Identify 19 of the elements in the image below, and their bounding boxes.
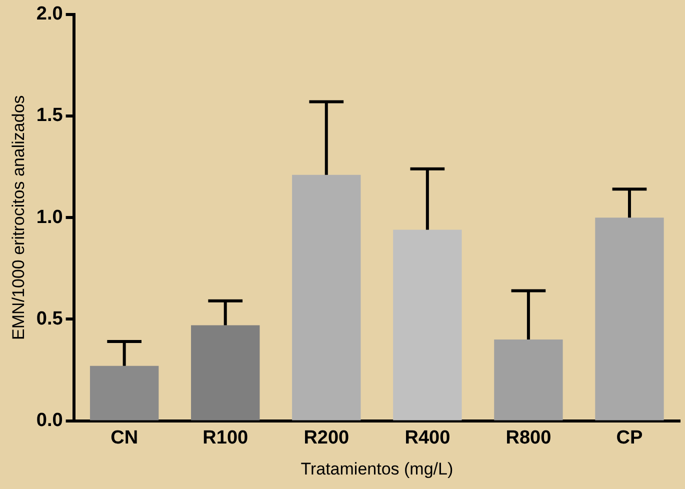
x-tick-label: R200	[304, 427, 350, 448]
bar	[90, 366, 159, 420]
x-tick-label: R800	[506, 427, 552, 448]
bar	[595, 218, 664, 420]
y-tick-label: 1.5	[36, 105, 64, 126]
bar	[393, 230, 462, 420]
y-tick-label: 1.0	[36, 206, 63, 228]
x-tick-label: CN	[110, 427, 138, 448]
x-axis-title: Tratamientos (mg/L)	[300, 459, 454, 478]
y-tick-label: 0.0	[36, 410, 63, 432]
y-tick-label: 0.5	[36, 308, 64, 330]
x-tick-label: R400	[404, 427, 450, 448]
x-tick-label: R100	[202, 427, 248, 448]
bar	[494, 340, 563, 420]
x-tick-label: CP	[616, 427, 643, 448]
bar	[292, 174, 361, 420]
y-axis-title: EMN/1000 eritrocitos analizados	[8, 95, 28, 340]
bar	[191, 325, 260, 420]
y-tick-label: 2.0	[36, 4, 63, 25]
